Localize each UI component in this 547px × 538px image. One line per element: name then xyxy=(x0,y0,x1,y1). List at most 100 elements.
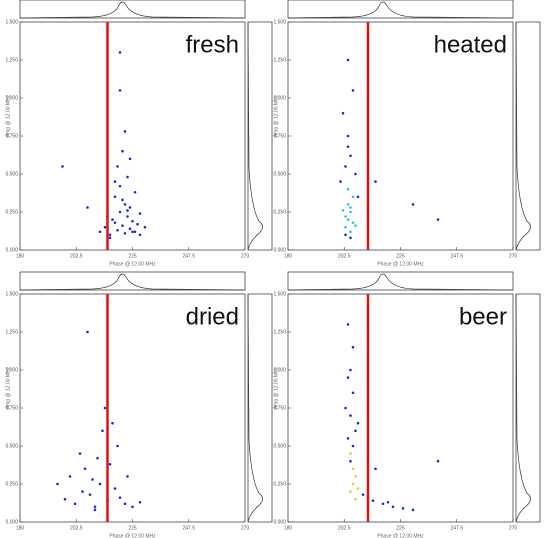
point xyxy=(351,221,355,224)
y-tick-label: 0.250 xyxy=(5,209,18,215)
point xyxy=(86,330,89,334)
point xyxy=(93,505,97,509)
y-tick-label: 0.000 xyxy=(273,519,286,525)
point xyxy=(126,475,129,478)
point xyxy=(346,134,350,138)
point xyxy=(374,180,377,183)
right-density xyxy=(247,21,263,251)
y-tick-label: 1.000 xyxy=(5,95,18,101)
point xyxy=(111,421,114,425)
point xyxy=(126,215,129,218)
point xyxy=(381,502,385,506)
point xyxy=(118,496,122,499)
point xyxy=(346,437,350,440)
point xyxy=(113,180,117,183)
point xyxy=(411,203,415,206)
point xyxy=(91,478,94,481)
point xyxy=(344,165,347,168)
y-tick-label: 0.000 xyxy=(273,247,286,253)
x-tick-label: 270 xyxy=(241,253,250,259)
point xyxy=(138,212,142,215)
y-tick-label: 0.750 xyxy=(5,405,18,411)
x-tick-label: 180 xyxy=(16,253,25,259)
panel-title: heated xyxy=(434,31,507,58)
point xyxy=(351,345,355,349)
point xyxy=(341,111,345,115)
y-tick-label: 0.500 xyxy=(5,171,18,177)
point xyxy=(123,203,127,206)
point xyxy=(351,444,355,448)
point xyxy=(136,222,139,226)
point xyxy=(123,502,127,506)
x-tick-label: 270 xyxy=(241,525,250,531)
point xyxy=(386,500,390,504)
point xyxy=(346,187,350,191)
point xyxy=(346,323,350,326)
point xyxy=(108,462,112,466)
point xyxy=(123,130,127,133)
point xyxy=(56,482,59,486)
point xyxy=(349,452,352,455)
point xyxy=(354,224,357,227)
point xyxy=(108,236,112,240)
point xyxy=(361,493,365,496)
x-tick-label: 225 xyxy=(128,525,137,531)
point xyxy=(351,482,355,486)
y-tick-label: 1.250 xyxy=(5,329,18,335)
point xyxy=(346,145,350,148)
y-tick-label: 1.500 xyxy=(5,291,18,297)
point xyxy=(341,209,345,212)
y-tick-label: 0.250 xyxy=(5,481,18,487)
point xyxy=(356,195,360,199)
point xyxy=(436,218,440,221)
x-tick-label: 202.5 xyxy=(338,253,351,259)
y-tick-label: 0.750 xyxy=(273,133,286,139)
point xyxy=(351,467,355,471)
point xyxy=(346,58,350,62)
point xyxy=(128,206,132,209)
point xyxy=(73,502,77,506)
point xyxy=(349,206,352,209)
top-density xyxy=(19,1,246,19)
point xyxy=(116,444,119,448)
point xyxy=(344,233,347,237)
x-axis-label: Phase @ 12.00 MHz xyxy=(377,533,424,538)
point xyxy=(143,225,147,229)
point xyxy=(81,490,84,493)
point xyxy=(349,236,352,240)
point xyxy=(436,459,440,463)
right-density xyxy=(515,293,531,523)
point xyxy=(349,414,352,417)
point xyxy=(121,198,124,202)
y-tick-label: 1.500 xyxy=(273,19,286,25)
point xyxy=(128,157,132,161)
point xyxy=(346,376,350,379)
point xyxy=(118,184,122,188)
right-density xyxy=(247,293,263,523)
x-tick-label: 202.5 xyxy=(338,525,351,531)
top-density xyxy=(19,273,246,291)
point xyxy=(108,233,112,237)
point xyxy=(86,206,89,209)
top-margin-box xyxy=(19,271,246,291)
point xyxy=(98,482,102,486)
x-tick-label: 225 xyxy=(128,253,137,259)
point xyxy=(133,190,137,194)
x-tick-label: 270 xyxy=(509,525,518,531)
top-margin-box xyxy=(287,271,514,291)
point xyxy=(61,165,64,168)
point xyxy=(63,497,67,501)
point xyxy=(128,227,132,231)
point xyxy=(346,218,350,221)
x-tick-label: 247.5 xyxy=(182,525,195,531)
x-tick-label: 202.5 xyxy=(70,253,83,259)
x-tick-label: 180 xyxy=(284,253,293,259)
right-margin-box xyxy=(515,21,541,251)
y-axis-label: Amp @ 12.00 MHz xyxy=(5,366,11,409)
point xyxy=(118,89,122,92)
point xyxy=(351,195,355,199)
point xyxy=(344,225,347,229)
y-tick-label: 1.000 xyxy=(273,95,286,101)
point xyxy=(344,406,347,410)
